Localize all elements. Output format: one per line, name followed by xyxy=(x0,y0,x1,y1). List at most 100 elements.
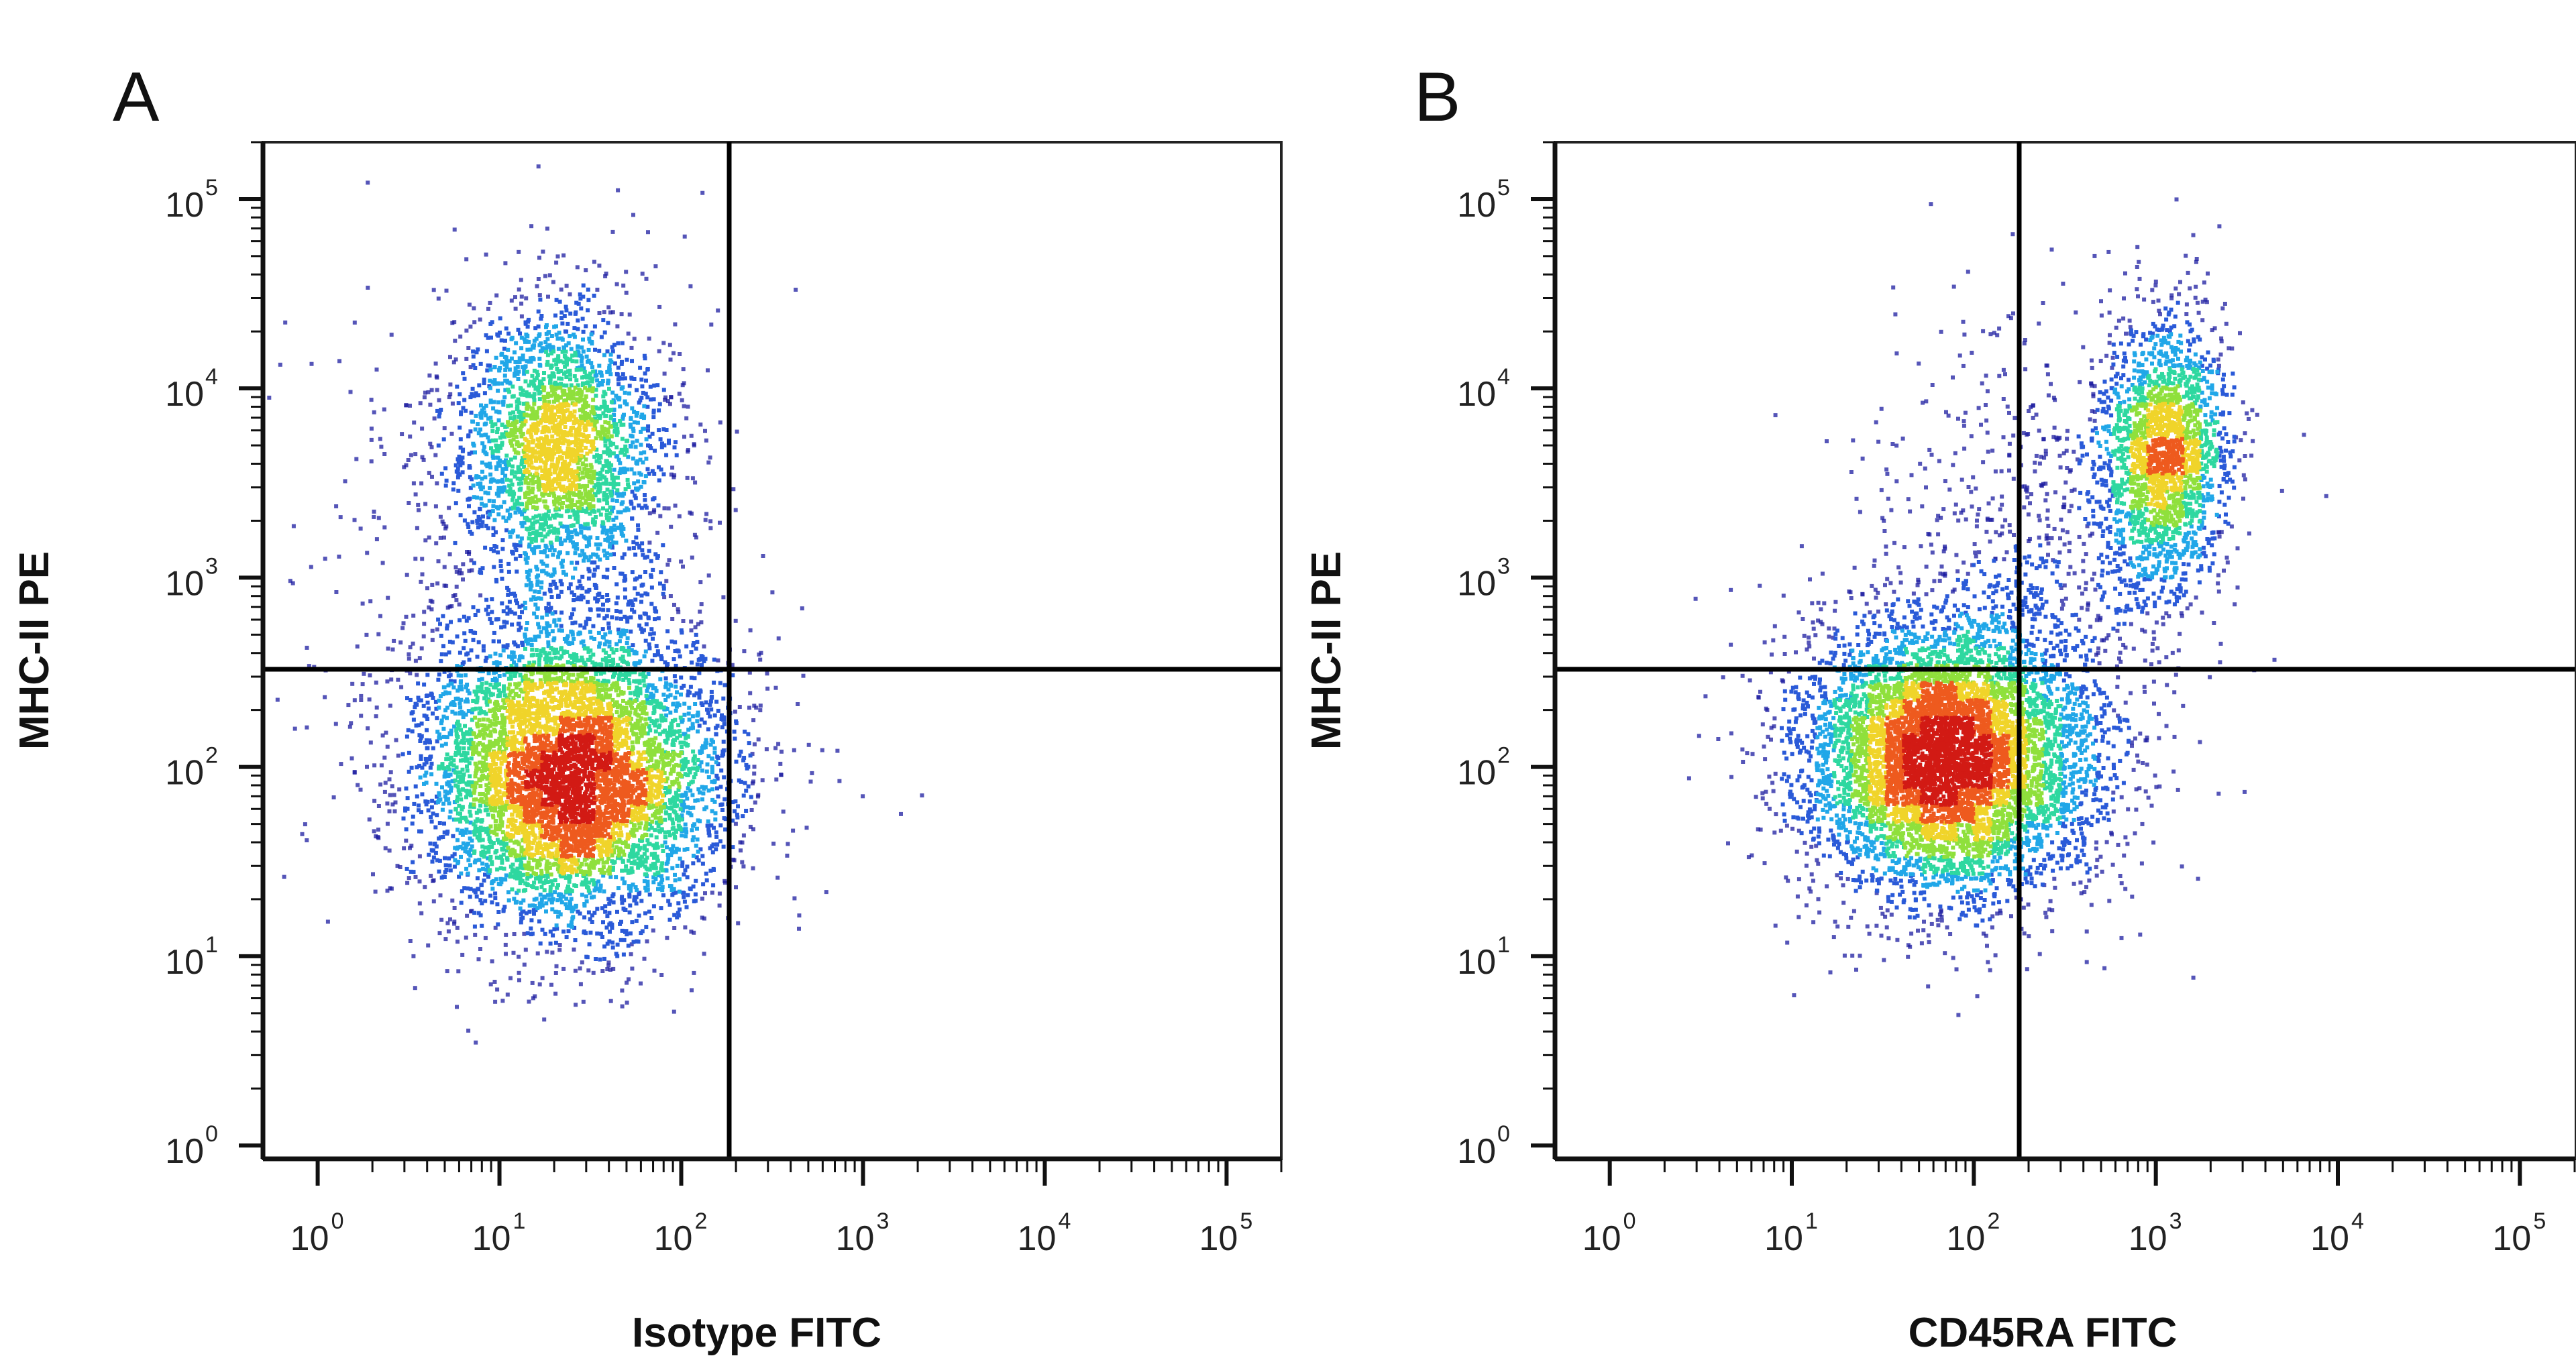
event-dot xyxy=(585,388,590,393)
event-dot xyxy=(382,789,387,794)
event-dot xyxy=(616,627,621,632)
event-dot xyxy=(571,673,576,677)
event-dot xyxy=(479,415,484,420)
event-dot xyxy=(494,855,499,860)
event-dot xyxy=(468,395,473,400)
event-dot xyxy=(554,537,559,542)
event-dot xyxy=(559,628,564,633)
event-dot xyxy=(653,729,658,734)
event-dot xyxy=(573,620,578,625)
event-dot xyxy=(503,261,508,266)
event-dot xyxy=(661,591,665,596)
event-dot xyxy=(549,661,553,665)
event-dot xyxy=(570,561,574,565)
event-dot xyxy=(547,624,552,628)
event-dot xyxy=(417,698,421,703)
event-dot xyxy=(630,490,635,494)
event-dot xyxy=(698,847,703,852)
event-dot xyxy=(749,795,753,799)
event-dot xyxy=(710,797,715,802)
event-dot xyxy=(477,718,482,722)
event-dot xyxy=(546,294,550,299)
event-dot xyxy=(492,831,497,835)
event-dot xyxy=(646,827,651,832)
event-dot xyxy=(564,375,569,379)
event-dot xyxy=(458,811,462,816)
event-dot xyxy=(457,602,462,607)
event-dot xyxy=(700,915,704,920)
event-dot xyxy=(639,443,643,447)
event-dot xyxy=(656,871,661,875)
event-dot xyxy=(507,530,512,534)
event-dot xyxy=(492,365,497,370)
event-dot xyxy=(597,311,602,315)
event-dot xyxy=(480,681,484,686)
event-dot xyxy=(597,482,602,487)
event-dot xyxy=(484,433,488,437)
event-dot xyxy=(748,628,753,632)
event-dot xyxy=(650,469,655,473)
event-dot xyxy=(700,797,704,801)
event-dot xyxy=(506,569,511,574)
event-dot xyxy=(564,528,569,533)
event-dot xyxy=(670,617,675,621)
event-dot xyxy=(493,824,498,828)
event-dot xyxy=(466,525,471,529)
event-dot xyxy=(676,723,681,728)
event-dot xyxy=(583,535,588,540)
event-dot xyxy=(621,906,626,911)
event-dot xyxy=(572,326,577,331)
event-dot xyxy=(682,895,686,899)
event-dot xyxy=(582,902,587,906)
event-dot xyxy=(529,525,533,530)
event-dot xyxy=(680,817,684,822)
event-dot xyxy=(568,616,573,620)
event-dot xyxy=(480,441,485,446)
event-dot xyxy=(447,783,452,788)
event-dot xyxy=(584,394,588,399)
event-dot xyxy=(535,567,539,572)
event-dot xyxy=(707,833,712,838)
event-dot xyxy=(545,873,550,878)
event-dot xyxy=(506,460,511,465)
event-dot xyxy=(677,729,682,734)
event-dot xyxy=(452,800,457,805)
event-dot xyxy=(722,816,727,821)
event-dot xyxy=(547,656,551,661)
event-dot xyxy=(508,674,513,679)
event-dot xyxy=(659,714,663,718)
event-dot xyxy=(663,395,668,400)
event-dot xyxy=(480,502,484,506)
event-dot xyxy=(620,691,625,696)
event-dot xyxy=(564,897,569,901)
event-dot xyxy=(468,809,472,814)
event-dot xyxy=(670,782,675,787)
event-dot xyxy=(567,877,572,881)
event-dot xyxy=(476,887,481,892)
event-dot xyxy=(668,357,673,362)
event-dot xyxy=(486,812,490,817)
event-dot xyxy=(644,276,649,281)
event-dot xyxy=(682,712,687,717)
event-dot xyxy=(537,669,542,674)
event-dot xyxy=(502,701,507,705)
event-dot xyxy=(646,428,650,433)
event-dot xyxy=(560,349,565,354)
event-dot xyxy=(566,532,571,536)
event-dot xyxy=(490,477,495,482)
event-dot xyxy=(530,647,535,652)
event-dot xyxy=(488,854,493,859)
event-dot xyxy=(619,522,623,527)
event-dot xyxy=(494,577,498,582)
event-dot xyxy=(546,524,551,529)
event-dot xyxy=(623,390,627,395)
event-dot xyxy=(588,930,593,935)
event-dot xyxy=(533,634,537,639)
event-dot xyxy=(584,677,588,681)
event-dot xyxy=(630,434,635,439)
event-dot xyxy=(506,588,511,593)
event-dot xyxy=(508,411,513,416)
event-dot xyxy=(630,705,634,710)
event-dot xyxy=(494,832,499,837)
event-dot xyxy=(591,517,596,522)
